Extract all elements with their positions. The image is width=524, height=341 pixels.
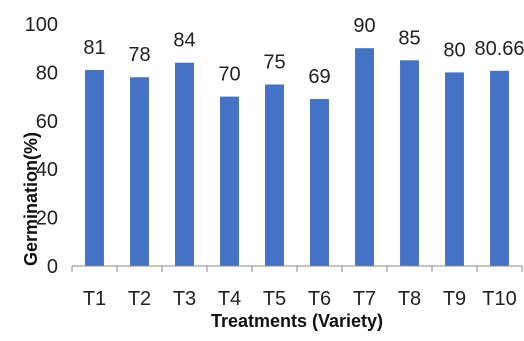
x-tick-label: T5 [263,288,286,310]
y-tick-label: 80 [36,62,58,84]
x-tick-label: T2 [128,288,151,310]
bar [130,77,149,267]
x-tick-label: T7 [353,288,376,310]
y-axis-title: Germination(%) [21,132,41,266]
data-label: 70 [218,64,240,86]
data-label: 81 [83,37,105,59]
bar [355,48,374,267]
bar [85,69,104,266]
y-tick-label: 60 [36,111,58,133]
x-tick-label: T6 [308,288,331,310]
y-tick-label: 100 [25,14,58,36]
bar [400,60,419,266]
y-axis-ticks: 0 20 40 60 80 100 [25,14,58,278]
data-label: 69 [308,66,330,88]
bar [175,62,194,266]
data-label: 78 [128,44,150,66]
bar [490,70,509,267]
y-tick-label: 0 [47,256,58,278]
data-labels: 81 78 84 70 75 69 90 85 80 80.66 [83,15,524,88]
x-tick-label: T8 [398,288,421,310]
y-tick-label: 20 [36,208,58,230]
data-label: 75 [263,52,285,74]
x-axis-ticks: T1 T2 T3 T4 T5 T6 T7 T8 T9 T10 [71,266,523,310]
data-label: 85 [398,27,420,49]
bar [265,84,284,266]
bar [445,72,464,267]
x-tick-label: T4 [218,288,241,310]
data-label: 84 [173,30,195,52]
data-label: 80 [443,39,465,61]
bars [85,48,509,267]
x-tick-label: T9 [443,288,466,310]
x-tick-label: T1 [83,288,106,310]
data-label: 80.66 [474,38,524,60]
x-tick-label: T3 [173,288,196,310]
x-axis-title: Treatments (Variety) [211,311,383,331]
bar [220,96,239,266]
data-label: 90 [353,15,375,37]
y-tick-label: 40 [36,159,58,181]
x-tick-label: T10 [482,288,516,310]
bar [310,99,329,267]
